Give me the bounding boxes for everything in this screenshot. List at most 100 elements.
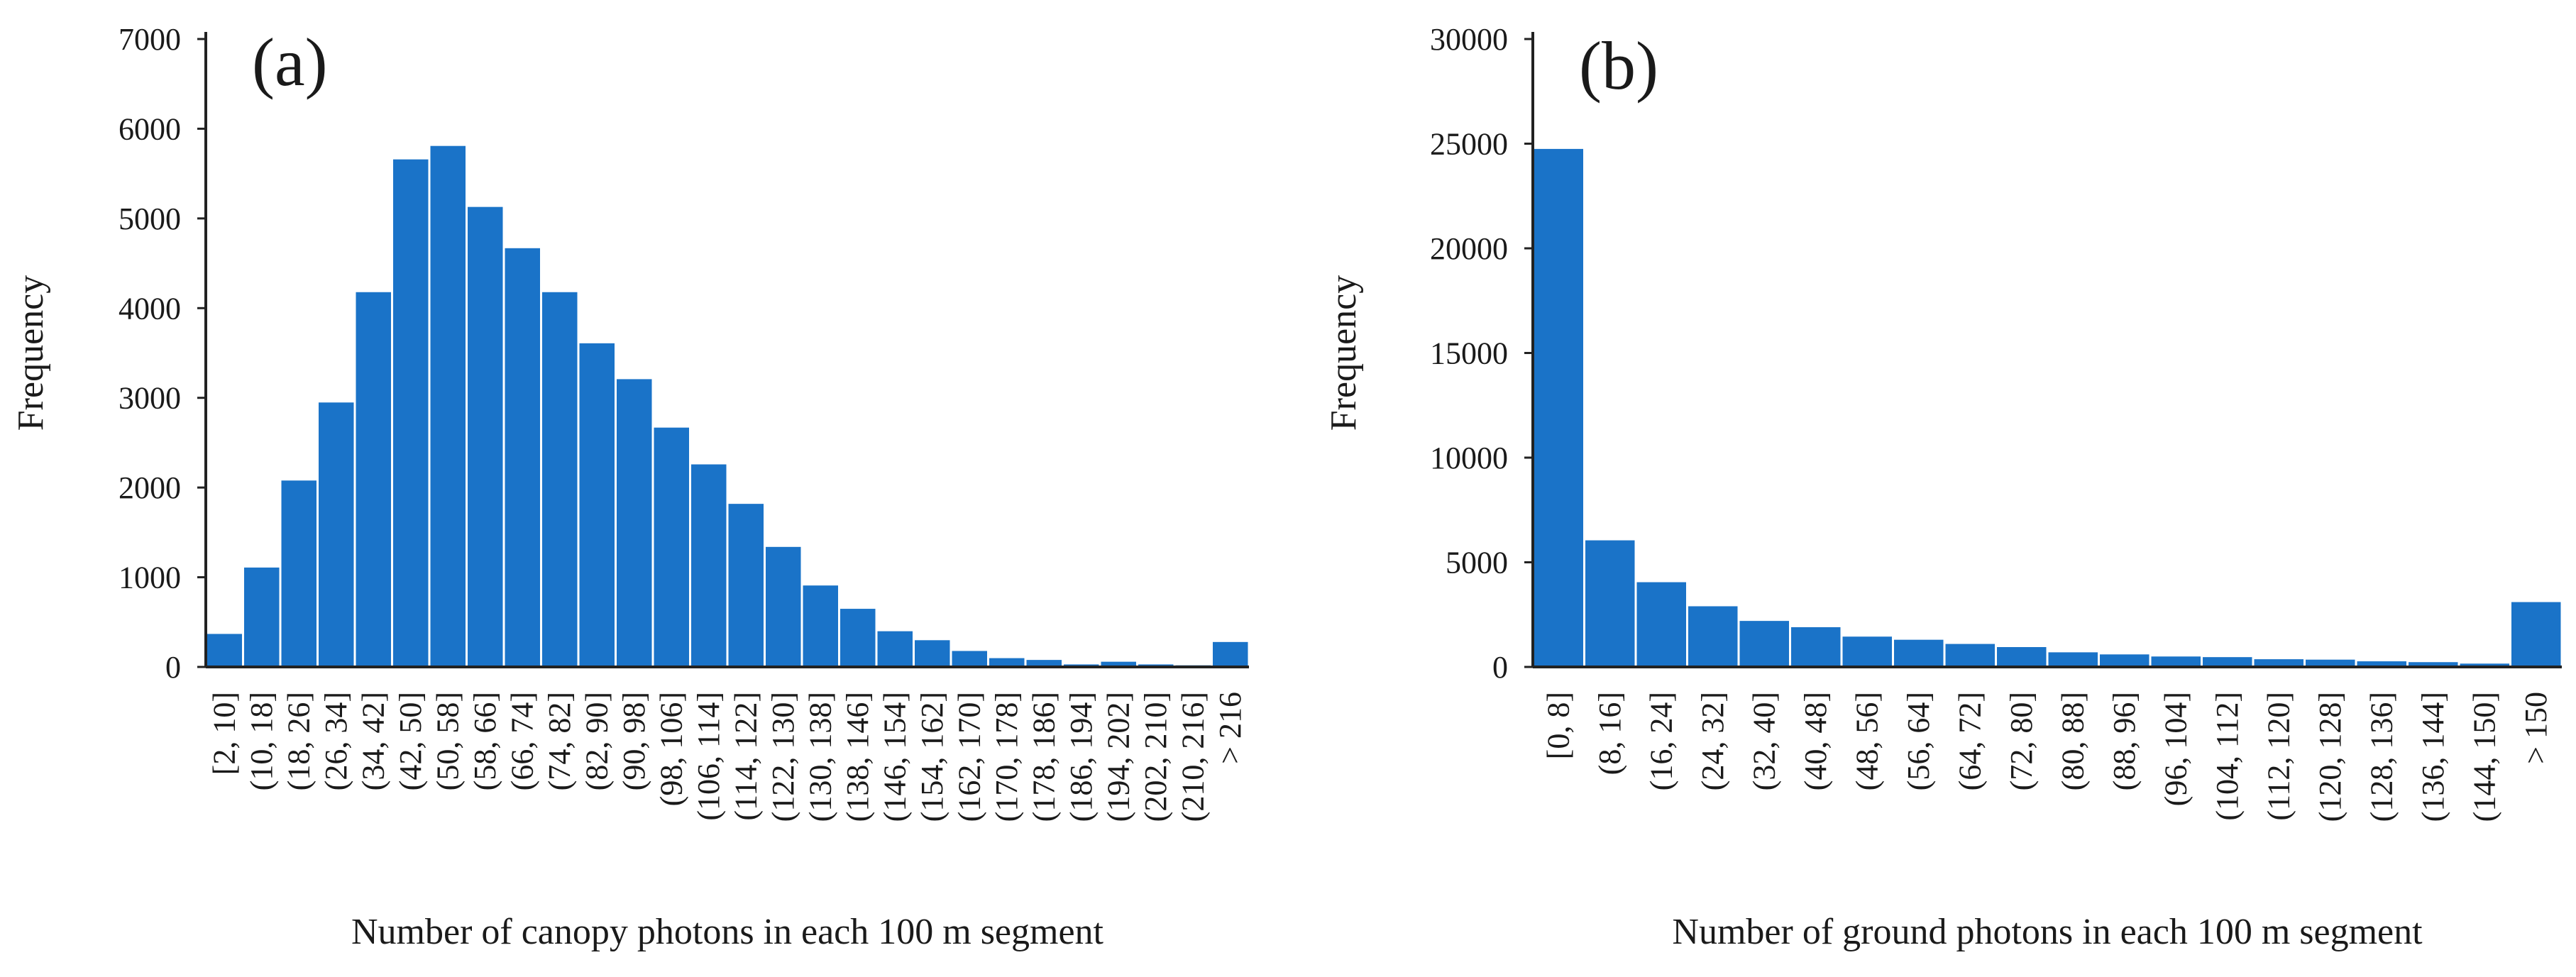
bar-19 — [875, 629, 915, 668]
y-tick-label: 5000 — [119, 202, 181, 236]
bar-20 — [2509, 600, 2563, 668]
x-tick-label: (122, 130] — [766, 692, 800, 822]
y-tick-label: 0 — [1492, 650, 1508, 685]
bar-3 — [279, 478, 319, 668]
bar-9 — [1943, 641, 1997, 668]
y-tick-label: 3000 — [119, 381, 181, 416]
x-tick-label: (162, 170] — [952, 692, 986, 822]
x-tick-label: (8, 16] — [1592, 692, 1627, 775]
x-tick-label: (210, 216] — [1175, 692, 1210, 822]
x-tick-label: (40, 48] — [1798, 692, 1833, 790]
panel-label: (b) — [1579, 28, 1658, 104]
x-tick-label: (144, 150] — [2467, 692, 2501, 822]
y-tick-label: 30000 — [1430, 22, 1508, 57]
x-tick-label: (82, 90] — [579, 692, 614, 790]
x-tick-label: (10, 18] — [244, 692, 279, 790]
bar-5 — [1737, 619, 1791, 668]
bar-20 — [913, 638, 952, 668]
bar-9 — [502, 245, 542, 668]
bar-5 — [353, 289, 393, 668]
x-tick-label: (96, 104] — [2158, 692, 2193, 806]
x-tick-label: [2, 10] — [207, 692, 241, 775]
x-tick-label: (18, 26] — [281, 692, 316, 790]
bar-18 — [838, 607, 878, 668]
x-tick-label: (128, 136] — [2364, 692, 2399, 822]
panel-label: (a) — [252, 24, 328, 100]
bar-3 — [1634, 580, 1688, 668]
bar-17 — [800, 583, 840, 668]
x-tick-label: (48, 56] — [1849, 692, 1884, 790]
bar-28 — [1211, 639, 1250, 668]
x-tick-label: (72, 80] — [2004, 692, 2039, 790]
x-tick-label: (106, 114] — [691, 692, 726, 821]
bar-6 — [1789, 624, 1843, 668]
bar-11 — [577, 341, 617, 668]
x-tick-label: (42, 50] — [393, 692, 428, 790]
bar-12 — [2098, 652, 2152, 668]
x-tick-label: (114, 122] — [728, 692, 763, 821]
x-tick-label: (16, 24] — [1644, 692, 1678, 790]
y-tick-label: 4000 — [119, 291, 181, 326]
x-tick-label: > 216 — [1213, 692, 1248, 764]
x-tick-label: (58, 66] — [468, 692, 502, 790]
x-tick-label: (154, 162] — [915, 692, 950, 822]
x-tick-label: (178, 186] — [1026, 692, 1061, 822]
x-tick-label: > 150 — [2519, 692, 2553, 764]
panel-b-ground-histogram: 0 5000 10000 15000 20000 25000 30000 [0, 8] (8, … — [1323, 22, 2563, 952]
y-tick-label: 5000 — [1446, 546, 1508, 580]
x-tick-label: (194, 202] — [1101, 692, 1135, 822]
y-tick-label: 1000 — [119, 561, 181, 595]
bar-4 — [1686, 604, 1740, 668]
y-axis-title: Frequency — [11, 275, 51, 431]
bar-2 — [1583, 538, 1637, 668]
bar-11 — [2046, 650, 2100, 668]
bar-14 — [689, 462, 729, 668]
bar-7 — [1840, 634, 1894, 668]
x-tick-label: (170, 178] — [989, 692, 1024, 822]
x-tick-label: (26, 34] — [319, 692, 353, 790]
bar-2 — [242, 565, 282, 668]
x-tick-label: (56, 64] — [1901, 692, 1936, 790]
x-tick-label: (64, 72] — [1952, 692, 1987, 790]
y-tick-label: 15000 — [1430, 336, 1508, 371]
x-tick-label: (98, 106] — [654, 692, 688, 806]
x-tick-label: (138, 146] — [840, 692, 875, 822]
y-tick-label: 20000 — [1430, 231, 1508, 266]
bar-16 — [764, 544, 803, 668]
panel-a-canopy-histogram: 0 1000 2000 3000 4000 5000 6000 7000 [2, 10] (10,… — [11, 22, 1250, 952]
x-tick-label: (130, 138] — [803, 692, 837, 822]
x-tick-label: (112, 120] — [2261, 692, 2296, 821]
x-axis-title: Number of canopy photons in each 100 m s… — [351, 912, 1104, 952]
bar-8 — [466, 204, 505, 668]
x-tick-label: (136, 144] — [2416, 692, 2450, 822]
bar-6 — [391, 157, 431, 668]
x-tick-label: (146, 154] — [877, 692, 912, 822]
bar-10 — [1995, 645, 2049, 668]
y-tick-label: 7000 — [119, 22, 181, 57]
bar-13 — [2149, 654, 2203, 668]
bar-1 — [204, 631, 244, 668]
bar-13 — [651, 425, 691, 668]
bar-15 — [726, 502, 766, 668]
x-tick-label: (50, 58] — [430, 692, 465, 790]
x-tick-label: (34, 42] — [356, 692, 390, 790]
y-tick-label: 10000 — [1430, 441, 1508, 475]
y-axis-title: Frequency — [1323, 275, 1364, 431]
bar-10 — [540, 289, 580, 668]
x-tick-label: (202, 210] — [1138, 692, 1173, 822]
bar-8 — [1892, 637, 1946, 668]
x-tick-label: (24, 32] — [1695, 692, 1730, 790]
x-tick-label: (104, 112] — [2210, 692, 2245, 821]
x-tick-label: (66, 74] — [505, 692, 539, 790]
bar-12 — [615, 377, 654, 668]
bar-14 — [2201, 655, 2255, 668]
x-tick-label: (186, 194] — [1064, 692, 1099, 822]
y-tick-label: 25000 — [1430, 127, 1508, 162]
x-tick-label: [0, 8] — [1541, 692, 1575, 759]
y-tick-label: 2000 — [119, 470, 181, 505]
bar-1 — [1531, 146, 1585, 668]
x-tick-label: (32, 40] — [1746, 692, 1781, 790]
bar-22 — [987, 656, 1027, 668]
x-tick-label: (90, 98] — [617, 692, 651, 790]
